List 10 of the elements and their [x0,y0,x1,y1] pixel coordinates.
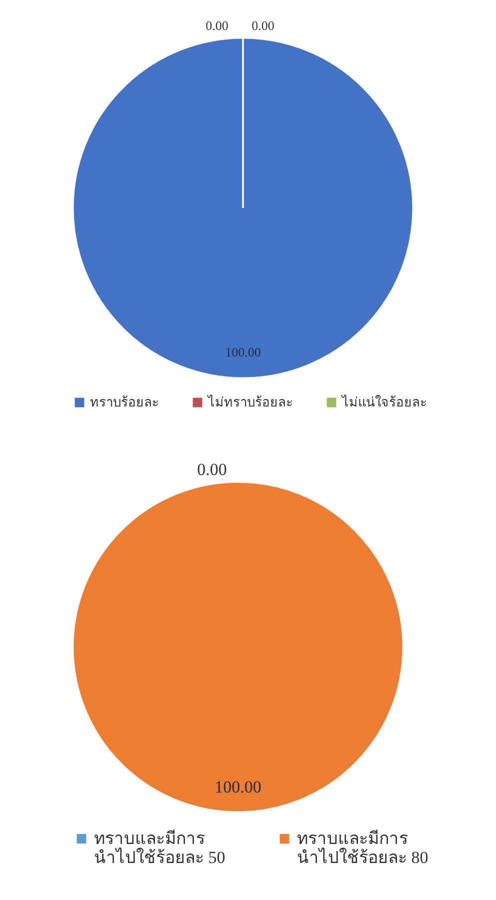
text: 0.00 [197,460,227,479]
data-label: 100.00 [214,777,262,796]
legend-label: ไม่ทราบร้อยละ [207,394,293,410]
legend-label: ทราบร้อยละ [90,394,159,410]
legend-label: ทราบและมีการ นำไปใช้ร้อยละ 80 [297,828,428,867]
legend-label: ไม่แน่ใจร้อยละ [341,394,427,410]
text: 0.00 [252,18,274,33]
text: 0.00 [206,18,228,33]
legend-label: ทราบและมีการ นำไปใช้ร้อยละ 50 [94,828,226,867]
data-label: 100.00 [225,344,261,360]
